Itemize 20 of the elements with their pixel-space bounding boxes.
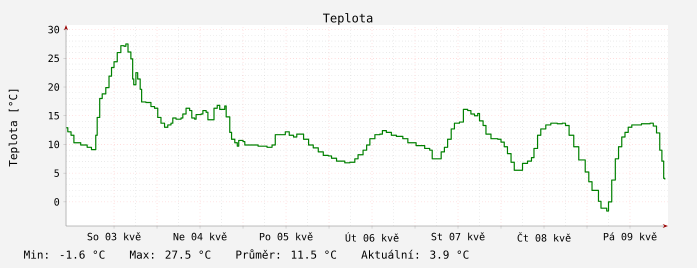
y-tick-label: 5 <box>54 169 59 177</box>
x-tick-label: Po 05 kvě <box>260 232 313 240</box>
x-tick-label: So 03 kvě <box>88 232 141 240</box>
x-tick-label: Čt 08 kvě <box>518 232 571 242</box>
y-tick-label: 10 <box>48 140 60 148</box>
x-tick-label: Pá 09 kvě <box>604 232 657 240</box>
y-tick-label: 0 <box>54 198 60 206</box>
y-tick-label: 15 <box>48 112 59 120</box>
y-tick-label: 20 <box>48 83 60 91</box>
y-axis-title: Teplota [°C] <box>8 90 20 166</box>
x-tick-label: St 07 kvě <box>432 232 485 240</box>
y-tick-label: 30 <box>48 26 60 34</box>
text: Aktuální: 3.9 °C <box>361 250 468 259</box>
text: Průměr: 11.5 °C <box>236 249 336 259</box>
text: Max: 27.5 °C <box>130 250 210 259</box>
x-tick-label: Út 06 kvě <box>346 232 399 242</box>
text: Min: -1.6 °C <box>24 250 104 259</box>
chart-title: Teplota <box>322 13 372 25</box>
x-tick-label: Ne 04 kvě <box>174 232 227 240</box>
y-tick-label: 25 <box>48 54 59 62</box>
